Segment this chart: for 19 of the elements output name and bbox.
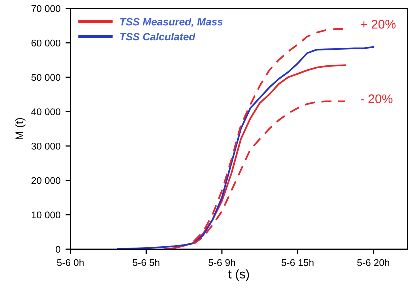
y-axis-title: M (t) [15,118,26,140]
annotation: + 20% [361,20,396,29]
y-tick-label: 20 000 [32,177,61,184]
legend-label: TSS Calculated [120,32,196,41]
annotation: - 20% [361,94,393,104]
x-tick-label: 5-6 5h [133,259,160,266]
y-tick-label: 10 000 [32,212,61,219]
x-axis-title: t (s) [228,270,250,282]
y-tick-label: 70 000 [32,5,61,12]
x-tick-label: 5-6 9h [208,259,236,266]
x-tick-label: 5-6 0h [57,259,84,266]
x-tick-label: 5-6 15h [282,259,314,266]
legend-label: TSS Measured, Mass [120,18,223,28]
x-tick-label: 5-6 20h [358,259,390,266]
y-tick-label: 40 000 [31,108,61,116]
y-tick-label: 50 000 [32,74,61,82]
y-tick-label: 60 000 [32,40,61,47]
y-tick-label: 0 [56,246,61,254]
y-tick-label: 30 000 [32,142,61,150]
